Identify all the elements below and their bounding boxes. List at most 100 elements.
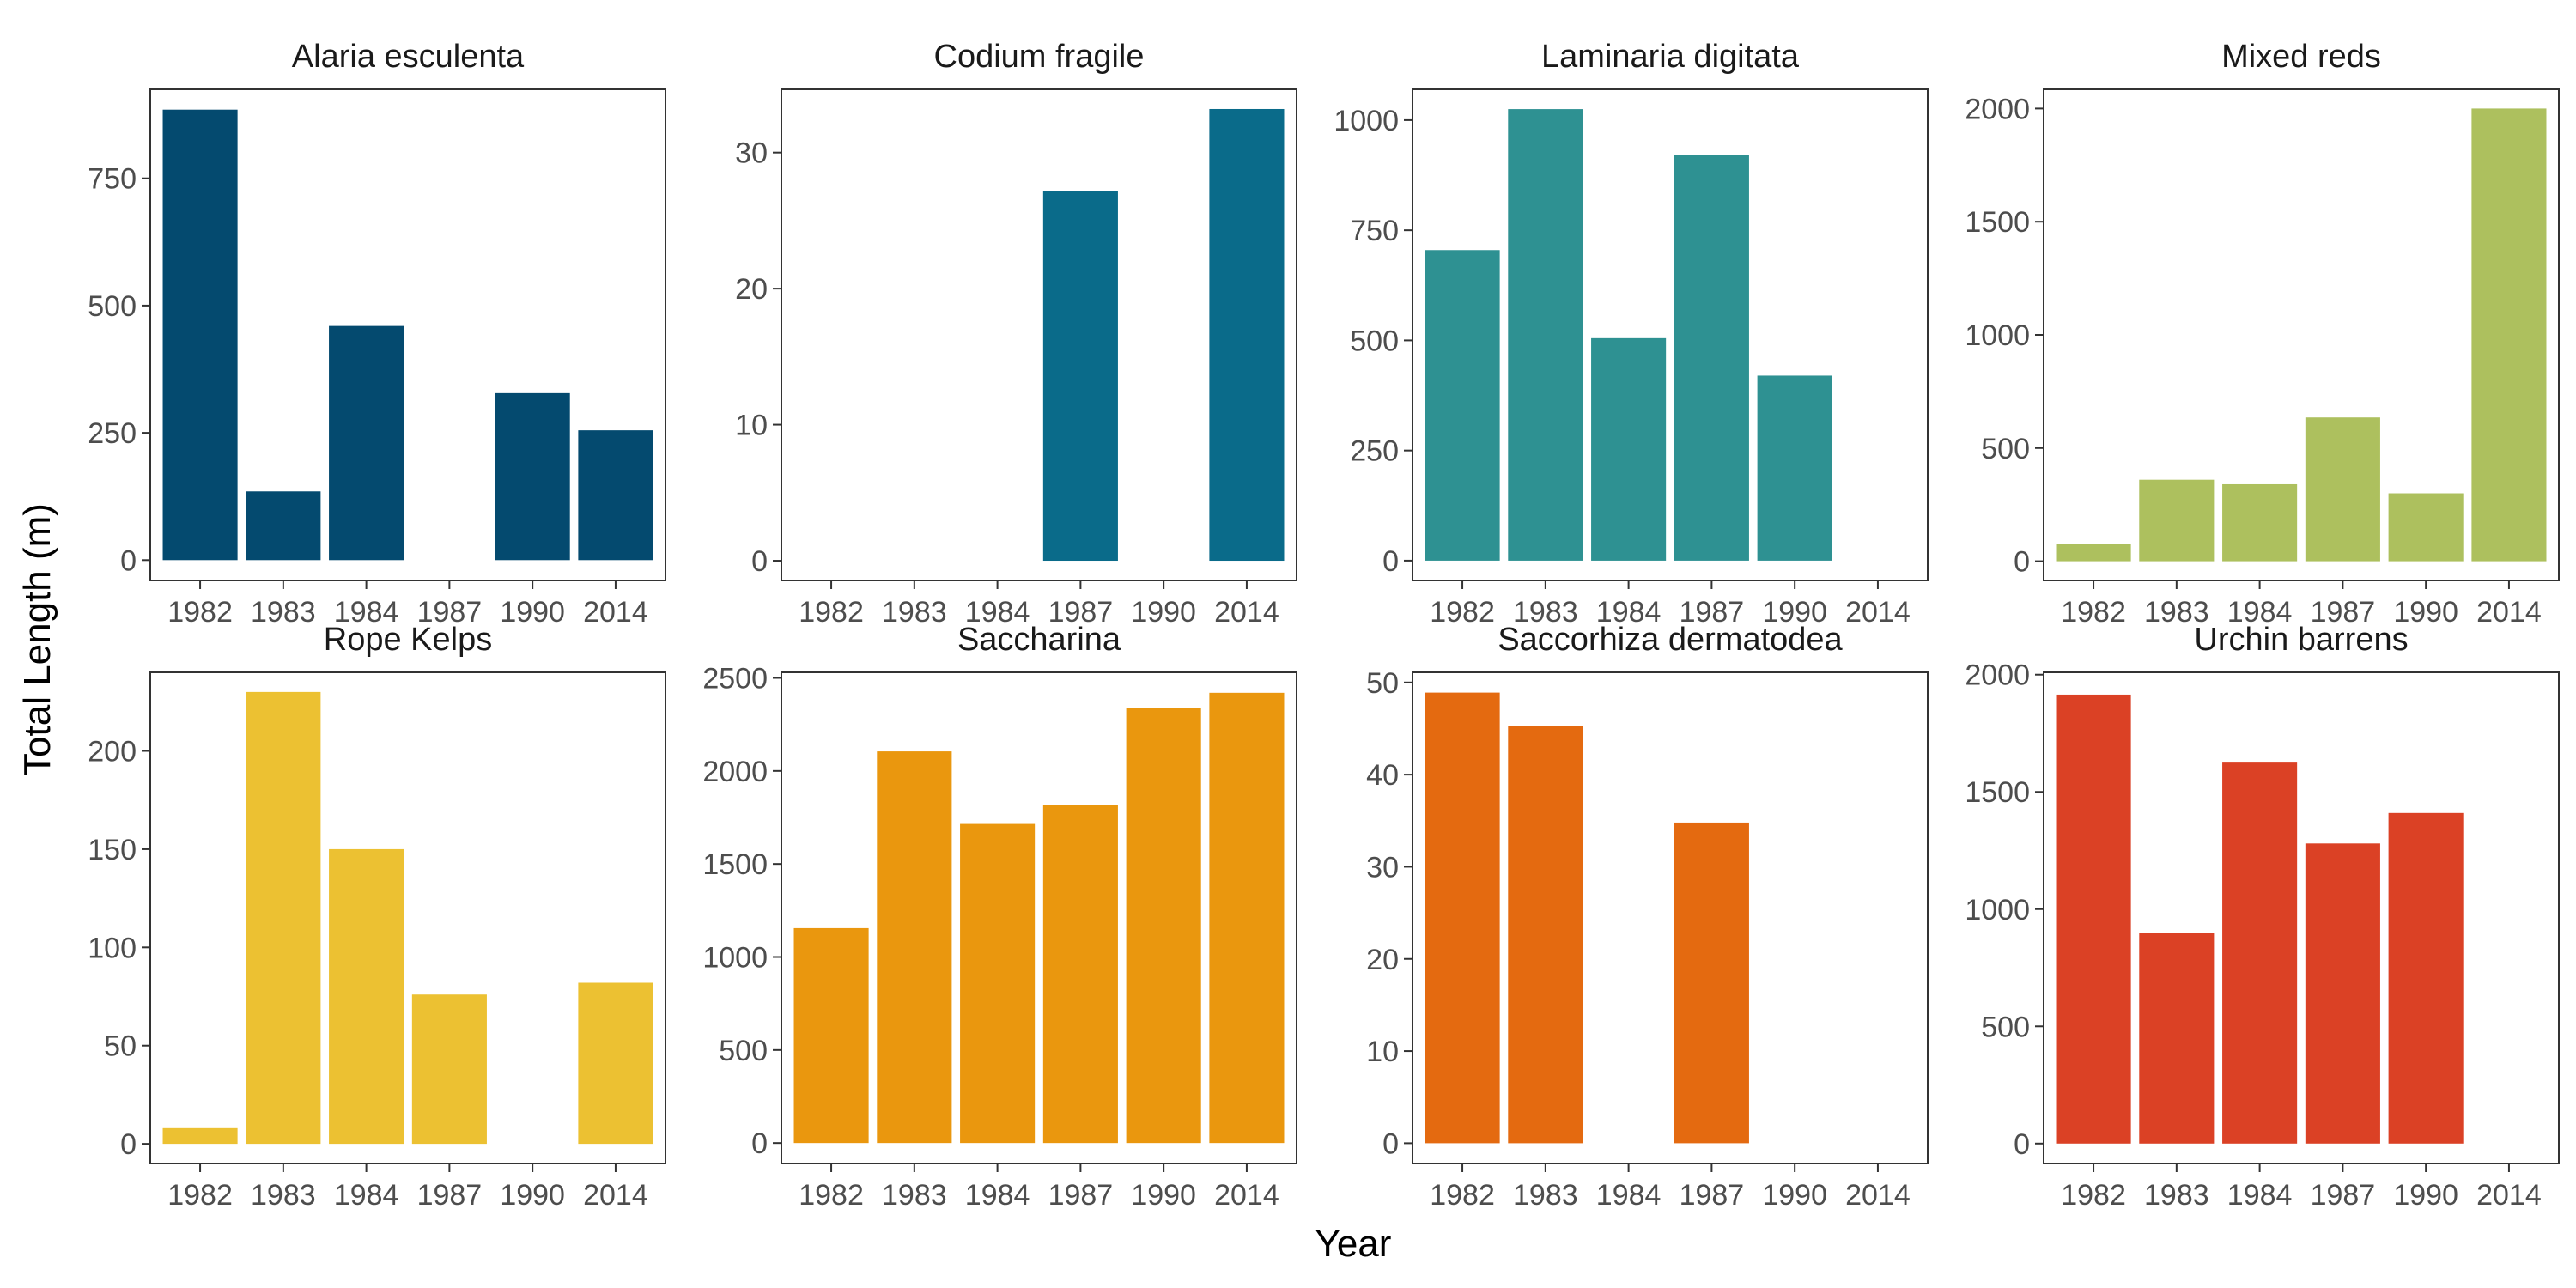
x-tick-label: 1982	[167, 1179, 233, 1212]
facet-title: Saccorhiza dermatodea	[1498, 622, 1843, 658]
x-tick-label: 1982	[167, 596, 233, 629]
x-tick-label: 2014	[1214, 1179, 1279, 1212]
y-tick-label: 20	[1366, 944, 1399, 976]
x-tick-label: 1990	[1762, 1179, 1827, 1212]
y-tick-label: 750	[1350, 215, 1399, 247]
y-tick-label: 10	[735, 410, 768, 442]
bar-1990	[2388, 493, 2464, 562]
x-tick-label: 2014	[2476, 596, 2542, 629]
x-tick-label: 1984	[2227, 596, 2293, 629]
y-tick-label: 500	[719, 1035, 768, 1067]
x-tick-label: 2014	[1845, 596, 1911, 629]
x-tick-label: 1983	[1513, 1179, 1578, 1212]
bar-1987	[1042, 805, 1118, 1144]
panel-border	[149, 671, 666, 1164]
x-tick-label: 1982	[1430, 1179, 1495, 1212]
x-tick-label: 1983	[882, 1179, 947, 1212]
x-tick-label: 1987	[417, 596, 483, 629]
facet-title: Saccharina	[957, 622, 1121, 658]
y-tick-label: 500	[88, 290, 137, 323]
x-tick-label: 1990	[500, 596, 565, 629]
facet-title: Rope Kelps	[324, 622, 492, 658]
panel-laminaria-digitata: Laminaria digitata 0 250 500 750 1000 1982 1983…	[1334, 39, 1929, 629]
bar-1984	[960, 823, 1036, 1144]
facet-title: Codium fragile	[934, 39, 1145, 75]
bar-1982	[2056, 544, 2131, 562]
y-tick-label: 30	[1366, 851, 1399, 884]
x-tick-label: 2014	[2476, 1179, 2542, 1212]
x-tick-label: 1990	[500, 1179, 565, 1212]
panel-border	[1412, 88, 1929, 581]
y-tick-label: 2000	[1965, 659, 2030, 692]
x-tick-label: 1984	[334, 1179, 399, 1212]
x-tick-label: 1984	[334, 596, 399, 629]
y-tick-label: 500	[1981, 433, 2030, 465]
panel-alaria-esculenta: Alaria esculenta 0 250 500 750 1982 1983 1984 19…	[88, 39, 666, 629]
x-tick-label: 1984	[2227, 1179, 2293, 1212]
panel-saccharina: Saccharina 0 500 1000 1500 2000 2500 1982 1983 19…	[702, 622, 1297, 1212]
x-tick-label: 1983	[2144, 596, 2209, 629]
panel-codium-fragile: Codium fragile 0 10 20 30 1982 1983 1984 1987 199…	[735, 39, 1297, 629]
bar-1983	[1508, 726, 1583, 1144]
bar-1984	[1591, 337, 1667, 561]
y-tick-label: 0	[751, 1127, 768, 1160]
y-tick-label: 20	[735, 273, 768, 306]
bar-1987	[1674, 822, 1749, 1144]
panel-saccorhiza-dermatodea: Saccorhiza dermatodea 0 10 20 30 40 50 1982 1983…	[1366, 622, 1929, 1212]
bar-1982	[162, 109, 238, 561]
panel-urchin-barrens: Urchin barrens 0 500 1000 1500 2000 1982 1983 19…	[1965, 622, 2560, 1212]
x-tick-label: 1983	[1513, 596, 1578, 629]
y-tick-label: 2000	[702, 756, 768, 788]
x-tick-label: 1983	[882, 596, 947, 629]
y-tick-label: 1000	[702, 942, 768, 975]
x-tick-label: 1987	[417, 1179, 483, 1212]
x-tick-label: 1984	[1596, 596, 1662, 629]
y-tick-label: 250	[1350, 435, 1399, 468]
bar-1990	[2388, 812, 2464, 1144]
x-tick-label: 1990	[2393, 596, 2458, 629]
y-tick-label: 0	[120, 1128, 137, 1161]
y-tick-label: 40	[1366, 759, 1399, 792]
panel-border	[2043, 671, 2560, 1164]
y-tick-label: 1500	[1965, 776, 2030, 809]
bar-2014	[1209, 108, 1285, 562]
y-tick-label: 200	[88, 736, 137, 769]
y-tick-label: 0	[1382, 1127, 1399, 1160]
y-tick-label: 100	[88, 932, 137, 964]
x-tick-label: 2014	[583, 596, 648, 629]
bar-2014	[2471, 108, 2547, 562]
x-tick-label: 2014	[583, 1179, 648, 1212]
bar-1987	[1042, 191, 1118, 562]
x-tick-label: 1984	[965, 1179, 1030, 1212]
y-tick-label: 0	[2014, 546, 2030, 579]
x-tick-label: 1987	[1048, 596, 1114, 629]
bar-1983	[877, 751, 952, 1144]
bar-1987	[1674, 155, 1749, 561]
x-tick-label: 1987	[1048, 1179, 1114, 1212]
x-tick-label: 2014	[1845, 1179, 1911, 1212]
x-tick-label: 1982	[1430, 596, 1495, 629]
bar-1983	[246, 491, 321, 561]
bar-1984	[329, 848, 404, 1145]
y-tick-label: 150	[88, 834, 137, 866]
bar-1983	[2139, 933, 2215, 1144]
bar-1983	[246, 691, 321, 1145]
panel-mixed-reds: Mixed reds 0 500 1000 1500 2000 1982 1983 1984 19…	[1965, 39, 2560, 629]
y-tick-label: 250	[88, 417, 137, 450]
panel-rope-kelps: Rope Kelps 0 50 100 150 200 1982 1983 1984 1987 19…	[88, 622, 666, 1212]
x-tick-label: 1982	[799, 1179, 864, 1212]
bar-2014	[578, 430, 653, 561]
y-tick-label: 1500	[702, 848, 768, 881]
bar-1982	[162, 1127, 238, 1145]
y-tick-label: 0	[2014, 1128, 2030, 1161]
x-tick-label: 2014	[1214, 596, 1279, 629]
x-axis-title: Year	[1315, 1223, 1392, 1265]
bar-1982	[1425, 692, 1500, 1144]
bar-1982	[793, 927, 869, 1144]
x-tick-label: 1987	[1680, 596, 1745, 629]
y-tick-label: 10	[1366, 1036, 1399, 1068]
x-tick-label: 1984	[1596, 1179, 1662, 1212]
y-tick-label: 0	[1382, 545, 1399, 578]
